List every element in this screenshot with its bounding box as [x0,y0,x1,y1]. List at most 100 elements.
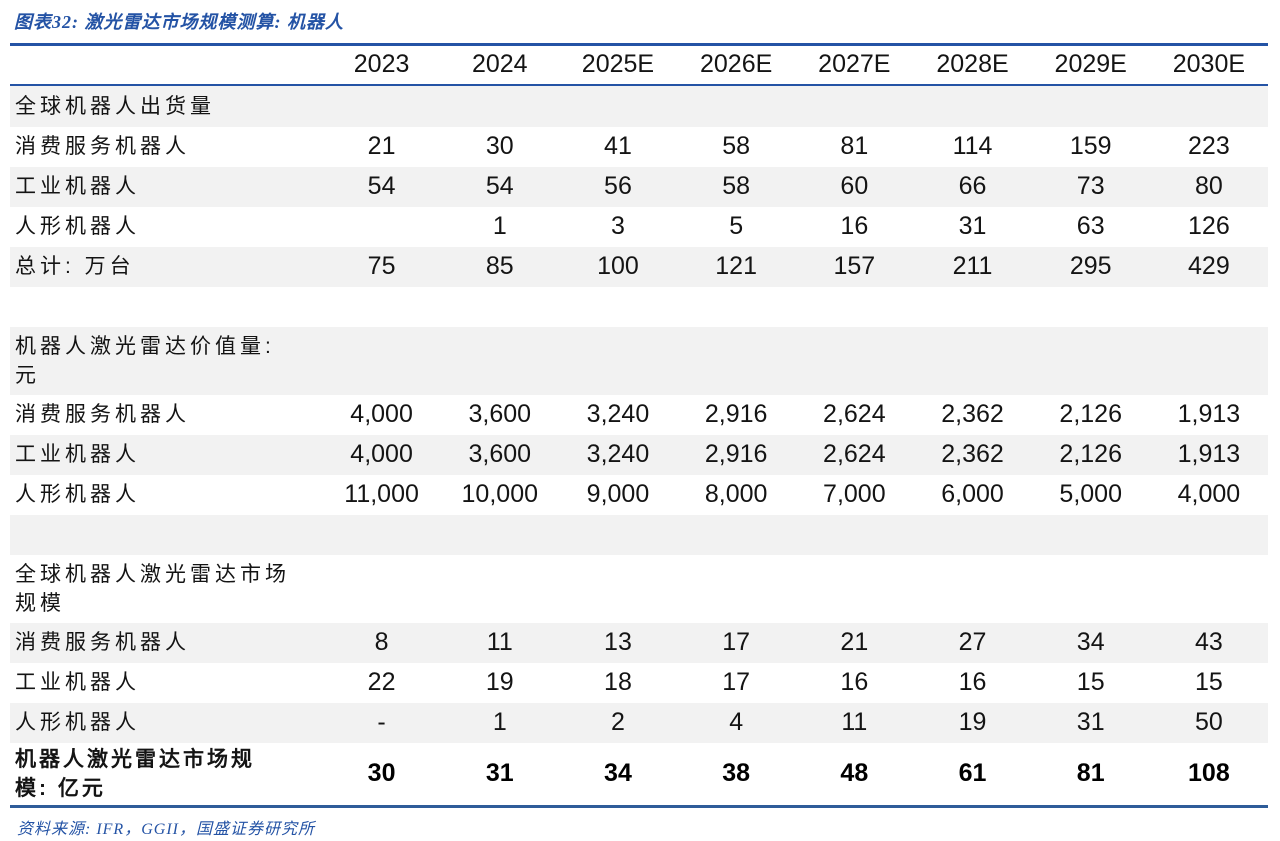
cell-value [441,515,559,555]
section-row: 全球机器人激光雷达市场 规模 [10,555,1268,623]
cell-value: 126 [1188,212,1230,240]
row-label [10,287,322,327]
cell-value [795,515,913,555]
cell-value: 80 [1194,172,1223,200]
cell-value: 17 [722,668,751,696]
figure-title: 图表32: 激光雷达市场规模测算: 机器人 [14,12,344,32]
cell-value [913,287,1031,327]
cell-value [677,85,795,127]
cell-value: 2,362 [941,440,1004,468]
year-column-header: 2025E [558,44,678,86]
row-label: 机器人激光雷达市场规 模: 亿元 [15,747,255,800]
cell-value [1150,515,1268,555]
cell-value [322,287,440,327]
cell-value: 16 [958,668,987,696]
cell-value [795,555,913,623]
cell-value: 2,624 [823,440,886,468]
cell-value: 2 [611,708,625,736]
cell-value [559,555,677,623]
cell-value: 30 [367,759,396,788]
cell-value [677,555,795,623]
cell-value: 11 [486,628,513,656]
cell-value: 4,000 [1177,480,1241,508]
cell-value [322,207,440,247]
cell-value: 19 [485,668,514,696]
cell-value: 31 [485,759,514,788]
cell-value: 63 [1076,212,1105,240]
cell-value: 211 [952,252,993,280]
cell-value [1150,327,1268,395]
cell-value: 34 [1076,628,1105,656]
cell-value: 56 [604,172,632,200]
cell-value: 73 [1076,172,1105,200]
cell-value [441,327,559,395]
row-label: 消费服务机器人 [15,631,190,654]
cell-value: 15 [1194,668,1223,696]
spacer-row [10,514,1268,555]
cell-value: 1 [492,212,507,240]
cell-value: 108 [1188,759,1230,788]
cell-value: 1 [492,708,507,736]
cell-value: 121 [715,252,757,280]
cell-value: 54 [485,172,514,200]
cell-value [322,515,440,555]
year-column-header: 2026E [677,44,796,86]
cell-value: - [377,708,386,736]
cell-value: 2,916 [704,400,768,428]
row-label: 工业机器人 [15,671,140,694]
cell-value: 30 [485,132,514,160]
cell-value: 58 [722,172,751,200]
row-label: 全球机器人激光雷达市场 规模 [15,562,290,615]
cell-value: 60 [840,172,869,200]
cell-value: 21 [840,628,869,656]
cell-value: 3,240 [586,400,650,428]
cell-value: 15 [1076,668,1105,696]
cell-value: 19 [958,708,987,736]
cell-value: 16 [840,212,869,240]
cell-value [322,555,440,623]
cell-value: 159 [1069,132,1112,160]
cell-value: 43 [1194,628,1223,656]
cell-value: 75 [367,252,396,280]
cell-value [1032,85,1150,127]
cell-value: 429 [1188,252,1230,280]
cell-value [1150,287,1268,327]
cell-value [913,555,1031,623]
cell-value: 61 [958,759,987,788]
data-row: 工业机器人 22 19 18 17 16 16 15 15 [10,663,1268,703]
cell-value [1032,327,1150,395]
row-label: 机器人激光雷达价值量: 元 [15,334,275,387]
cell-value: 81 [1076,759,1105,788]
year-column-header: 2028E [913,44,1032,86]
cell-value: 41 [604,132,632,160]
cell-value: 9,000 [586,480,650,508]
cell-value [441,85,559,127]
data-row: 消费服务机器人 8 11 13 17 21 27 34 43 [10,622,1268,663]
cell-value: 11 [841,708,868,736]
row-label: 人形机器人 [15,483,140,506]
year-column-header: 2027E [795,44,914,86]
cell-value: 27 [958,628,987,656]
cell-value [559,85,677,127]
cell-value: 2,126 [1059,440,1122,468]
row-label-header [10,44,323,86]
year-column-header: 2029E [1031,44,1150,86]
cell-value: 22 [367,668,396,696]
cell-value: 21 [367,132,396,160]
cell-value [1032,287,1150,327]
cell-value: 100 [597,252,639,280]
table-header: 2023 2024 2025E 2026E 2027E 2028E 2029E 2030E [10,44,1268,86]
data-row: 消费服务机器人 21 30 41 58 81 114 159 223 [10,127,1268,167]
cell-value: 5,000 [1059,480,1122,508]
cell-value: 8,000 [704,480,768,508]
cell-value [913,515,1031,555]
cell-value: 8 [374,628,389,656]
cell-value: 11,000 [344,480,419,508]
year-column-header: 2030E [1149,44,1268,86]
cell-value: 3,240 [586,440,650,468]
cell-value: 4,000 [350,440,413,468]
cell-value [1150,555,1268,623]
row-label: 工业机器人 [15,175,140,198]
cell-value [559,515,677,555]
